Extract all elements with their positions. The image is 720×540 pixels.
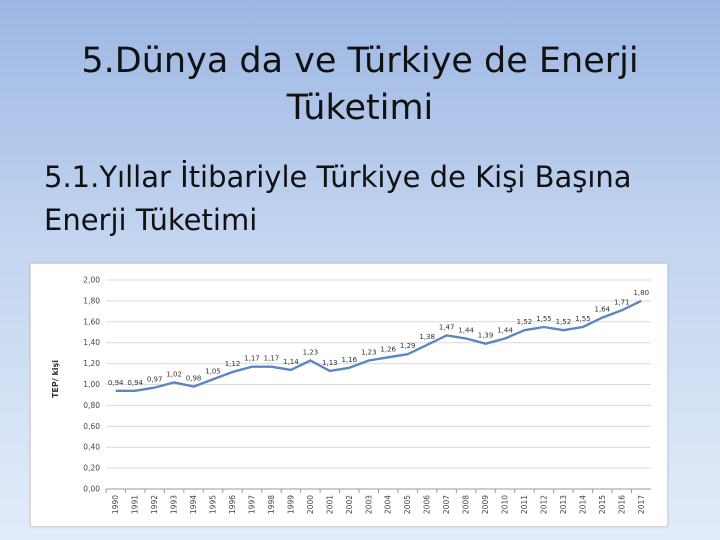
x-tick-label: 2016 xyxy=(617,495,626,514)
x-tick-label: 1996 xyxy=(228,495,237,514)
x-tick-label: 2014 xyxy=(578,495,587,514)
x-tick-label: 1997 xyxy=(247,495,256,514)
y-tick-label: 1,40 xyxy=(83,338,100,347)
data-label: 1,23 xyxy=(361,348,377,356)
data-label: 1,17 xyxy=(264,355,280,363)
x-tick-label: 2001 xyxy=(325,495,334,514)
x-tick-label: 1995 xyxy=(209,495,218,514)
x-tick-label: 1998 xyxy=(267,495,276,514)
data-label: 1,23 xyxy=(303,348,319,356)
x-tick-label: 2002 xyxy=(345,495,354,514)
x-axis-ticks: 1990 1991 1992 1993 1994 1995 1996 1997 1998 1999… xyxy=(105,489,646,514)
x-tick-label: 2003 xyxy=(364,495,373,514)
data-label: 1,26 xyxy=(380,345,396,353)
energy-consumption-chart: 0,00 0,20 0,40 0,60 0,80 1,00 1,20 1,40 1,60 1,80… xyxy=(51,276,651,514)
data-label: 1,39 xyxy=(478,332,494,340)
series-line xyxy=(115,299,642,392)
x-tick-label: 2007 xyxy=(442,495,451,514)
x-tick-label: 2012 xyxy=(539,495,548,514)
y-axis-label: TEP/ kişi xyxy=(51,360,60,398)
data-label: 1,80 xyxy=(633,289,649,297)
data-label: 1,14 xyxy=(283,358,299,366)
data-label: 1,29 xyxy=(400,342,416,350)
y-tick-label: 0,80 xyxy=(83,401,100,410)
data-label: 1,44 xyxy=(458,327,474,335)
x-tick-label: 1999 xyxy=(286,495,295,514)
data-label: 1,02 xyxy=(166,370,182,378)
x-tick-label: 2015 xyxy=(598,495,607,514)
x-tick-label: 2010 xyxy=(501,495,510,514)
y-axis-ticks: 0,00 0,20 0,40 0,60 0,80 1,00 1,20 1,40 1,60 1,80… xyxy=(83,276,100,494)
x-tick-label: 1990 xyxy=(111,495,120,514)
y-tick-label: 1,20 xyxy=(83,359,100,368)
slide-title: 5.Dünya da ve Türkiye de Enerji Tüketimi xyxy=(81,41,639,128)
x-tick-label: 2005 xyxy=(403,495,412,514)
x-tick-label: 1991 xyxy=(131,495,140,514)
data-label: 1,52 xyxy=(556,318,572,326)
y-tick-label: 0,00 xyxy=(83,485,100,494)
y-tick-label: 0,40 xyxy=(83,443,100,452)
x-tick-label: 1992 xyxy=(150,495,159,514)
x-tick-label: 2017 xyxy=(637,495,646,514)
data-label: 1,05 xyxy=(205,367,221,375)
data-label: 1,17 xyxy=(244,355,260,363)
data-label: 1,55 xyxy=(575,315,591,323)
y-tick-label: 1,80 xyxy=(83,296,100,305)
x-tick-label: 1994 xyxy=(189,495,198,514)
x-tick-label: 2004 xyxy=(384,495,393,514)
data-label: 0,97 xyxy=(147,376,163,384)
chart-frame: 0,00 0,20 0,40 0,60 0,80 1,00 1,20 1,40 1,60 1,80… xyxy=(30,263,668,527)
data-label: 1,12 xyxy=(225,360,241,368)
data-label: 1,71 xyxy=(614,298,630,306)
x-tick-label: 2009 xyxy=(481,495,490,514)
y-tick-label: 1,00 xyxy=(83,380,100,389)
data-label: 1,16 xyxy=(342,356,358,364)
y-tick-label: 0,60 xyxy=(83,422,100,431)
data-label: 1,47 xyxy=(439,323,455,331)
slide-subtitle: 5.1.Yıllar İtibariyle Türkiye de Kişi Ba… xyxy=(44,160,632,237)
data-label: 0,98 xyxy=(186,375,202,383)
data-label: 1,52 xyxy=(517,318,533,326)
data-label: 1,64 xyxy=(595,306,611,314)
x-tick-label: 1993 xyxy=(170,495,179,514)
y-tick-label: 0,20 xyxy=(83,464,100,473)
x-tick-label: 2008 xyxy=(462,495,471,514)
x-tick-label: 2000 xyxy=(306,495,315,514)
data-label: 1,44 xyxy=(497,327,513,335)
y-tick-label: 2,00 xyxy=(83,276,100,285)
x-tick-label: 2011 xyxy=(520,495,529,514)
data-label: 0,94 xyxy=(108,379,124,387)
data-labels: 0,94 0,94 0,971,020,981,051,121,17 1,17 1,14… xyxy=(108,289,649,387)
y-tick-label: 1,60 xyxy=(83,317,100,326)
data-label: 1,13 xyxy=(322,359,338,367)
x-tick-label: 2013 xyxy=(559,495,568,514)
x-tick-label: 2006 xyxy=(423,495,432,514)
data-label: 1,38 xyxy=(419,333,435,341)
data-label: 1,55 xyxy=(536,315,552,323)
data-label: 0,94 xyxy=(127,379,143,387)
